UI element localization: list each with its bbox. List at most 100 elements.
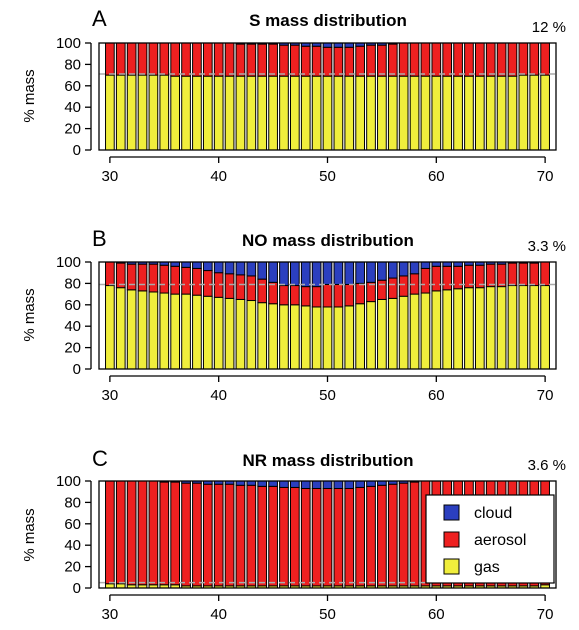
- bar-c-aerosol-57: [398, 482, 409, 587]
- bar-b-cloud-58: [409, 261, 420, 275]
- bar-b-gas-62: [453, 288, 463, 370]
- bar-c-cloud-44: [257, 480, 268, 487]
- bar-b-cloud-40: [213, 261, 224, 274]
- bar-a-gas-58: [409, 75, 420, 151]
- x-tick-label-c-30: 30: [102, 606, 119, 623]
- bar-b-gas-57: [398, 295, 409, 370]
- y-tick-label-b-20: 20: [64, 340, 81, 357]
- x-tick-label-c-40: 40: [210, 606, 227, 623]
- bar-b-cloud-44: [257, 261, 268, 280]
- bar-b-aerosol-69: [529, 262, 540, 287]
- bar-a-aerosol-38: [192, 42, 202, 77]
- panel-b: B NO mass distribution 3.3 % % mass 0 20 4…: [21, 226, 566, 404]
- bar-b-gas-68: [518, 285, 529, 370]
- bar-b-aerosol-70: [540, 261, 550, 287]
- bar-b-gas-44: [257, 302, 268, 370]
- bar-b-aerosol-49: [311, 286, 322, 308]
- bar-a-gas-32: [126, 74, 137, 151]
- bar-b-gas-67: [507, 285, 518, 370]
- bar-b-cloud-57: [398, 261, 409, 277]
- bar-a-aerosol-49: [311, 45, 322, 77]
- bar-b-aerosol-67: [507, 262, 518, 287]
- bar-b-aerosol-38: [192, 267, 202, 296]
- bar-b-gas-40: [213, 296, 224, 370]
- bar-a-aerosol-31: [115, 42, 126, 76]
- bar-a-gas-69: [529, 74, 540, 151]
- x-tick-label-a-50: 50: [319, 168, 336, 185]
- legend-label-gas: gas: [474, 559, 500, 576]
- bar-c-aerosol-36: [170, 481, 181, 586]
- x-tick-label-b-60: 60: [428, 387, 445, 404]
- bar-b-aerosol-62: [453, 265, 463, 290]
- x-tick-label-b-50: 50: [319, 387, 336, 404]
- bar-a-gas-39: [202, 75, 213, 151]
- bar-b-gas-33: [137, 290, 148, 370]
- bar-a-gas-41: [224, 75, 235, 151]
- bar-b-aerosol-57: [398, 275, 409, 297]
- bar-a-aerosol-42: [235, 43, 246, 77]
- y-tick-label-c-20: 20: [64, 559, 81, 576]
- bar-a-gas-47: [290, 75, 300, 151]
- panel-b-y-axis: 0 20 40 60 80 100: [56, 254, 92, 378]
- bar-b-cloud-50: [322, 261, 333, 285]
- bar-a-gas-31: [115, 74, 126, 151]
- x-tick-label-a-40: 40: [210, 168, 227, 185]
- bar-c-aerosol-38: [192, 482, 202, 587]
- x-tick-label-c-50: 50: [319, 606, 336, 623]
- bar-a-aerosol-68: [518, 42, 529, 76]
- bar-b-cloud-45: [268, 261, 278, 283]
- bar-b-gas-53: [355, 303, 365, 370]
- y-tick-label-c-60: 60: [64, 516, 81, 533]
- bar-a-aerosol-44: [257, 43, 268, 77]
- bar-a-gas-53: [355, 75, 365, 151]
- panel-b-corner-value: 3.3 %: [528, 238, 566, 255]
- bar-a-aerosol-56: [387, 43, 398, 77]
- bar-b-aerosol-36: [170, 265, 181, 295]
- bar-c-cloud-52: [344, 480, 355, 489]
- bar-b-gas-30: [105, 285, 115, 370]
- bar-b-gas-64: [474, 287, 485, 370]
- bar-a-gas-59: [420, 75, 431, 151]
- panel-b-title: NO mass distribution: [242, 231, 414, 250]
- bar-b-aerosol-39: [202, 270, 213, 297]
- bar-b-aerosol-53: [355, 282, 365, 305]
- bar-a-gas-62: [453, 75, 463, 151]
- y-tick-label-b-40: 40: [64, 318, 81, 335]
- bar-b-aerosol-30: [105, 261, 115, 287]
- bar-a-aerosol-51: [333, 46, 344, 77]
- panel-b-ylabel: % mass: [21, 288, 38, 341]
- bar-c-aerosol-30: [105, 480, 115, 585]
- x-tick-label-c-70: 70: [537, 606, 554, 623]
- bar-b-gas-61: [442, 289, 453, 370]
- y-tick-label-a-0: 0: [73, 142, 81, 159]
- y-tick-label-c-80: 80: [64, 494, 81, 511]
- bar-a-aerosol-45: [268, 43, 278, 77]
- y-tick-label-b-80: 80: [64, 275, 81, 292]
- bar-c-aerosol-54: [366, 485, 376, 587]
- bar-a-aerosol-34: [148, 42, 159, 76]
- bar-a-aerosol-36: [170, 42, 181, 77]
- bar-c-aerosol-49: [311, 487, 322, 587]
- bar-b-cloud-38: [192, 261, 202, 269]
- bar-a-gas-48: [300, 75, 311, 151]
- bar-b-gas-54: [366, 301, 376, 370]
- bar-b-aerosol-35: [159, 264, 170, 294]
- panel-letter-b: B: [92, 226, 107, 251]
- panel-b-x-axis: 30 40 50 60 70: [102, 375, 553, 404]
- bar-b-gas-59: [420, 292, 431, 370]
- bar-b-cloud-39: [202, 261, 213, 272]
- bar-a-aerosol-57: [398, 42, 409, 77]
- bar-c-cloud-54: [366, 480, 376, 487]
- bar-b-gas-39: [202, 295, 213, 370]
- bar-b-gas-34: [148, 291, 159, 370]
- bar-b-aerosol-52: [344, 283, 355, 307]
- bar-b-gas-31: [115, 287, 126, 370]
- bar-b-gas-42: [235, 298, 246, 370]
- bar-b-aerosol-37: [181, 266, 191, 295]
- bar-c-aerosol-33: [137, 480, 148, 586]
- bar-a-gas-64: [474, 75, 485, 151]
- bar-a-aerosol-37: [181, 42, 191, 77]
- legend-swatch-gas: [443, 558, 460, 575]
- bar-b-gas-41: [224, 297, 235, 370]
- bar-b-cloud-53: [355, 261, 365, 284]
